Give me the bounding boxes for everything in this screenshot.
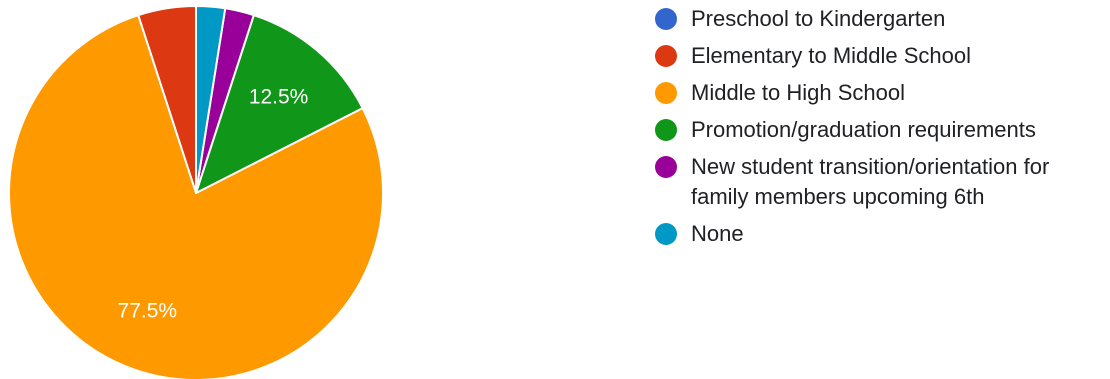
legend: Preschool to Kindergarten Elementary to … (654, 4, 1104, 256)
legend-swatch-none (655, 223, 677, 245)
legend-label: Elementary to Middle School (691, 43, 972, 68)
legend-item-preschool-to-kindergarten[interactable]: Preschool to Kindergarten (654, 4, 1104, 34)
legend-label: New student transition/orientation for f… (691, 154, 1050, 209)
legend-item-none[interactable]: None (654, 219, 1104, 249)
data-label-promotion-graduation-requirements: 12.5% (249, 85, 309, 108)
legend-swatch-elementary-to-middle-school (655, 45, 677, 67)
legend-label: Preschool to Kindergarten (691, 6, 946, 31)
legend-swatch-promotion-graduation-requirements (655, 119, 677, 141)
legend-label: Middle to High School (691, 80, 906, 105)
pie-slice-promotion-graduation-requirements[interactable] (195, 14, 364, 194)
legend-swatch-middle-to-high-school (655, 82, 677, 104)
legend-label: None (691, 221, 744, 246)
data-label-middle-to-high-school: 77.5% (118, 300, 178, 323)
legend-item-middle-to-high-school[interactable]: Middle to High School (654, 78, 1104, 108)
legend-swatch-new-student-transition (655, 156, 677, 178)
legend-item-elementary-to-middle-school[interactable]: Elementary to Middle School (654, 41, 1104, 71)
pie-slice-none[interactable] (195, 5, 227, 194)
legend-item-new-student-transition[interactable]: New student transition/orientation for f… (654, 152, 1104, 212)
pie-slice-middle-to-high-school[interactable] (8, 14, 384, 379)
legend-label: Promotion/graduation requirements (691, 117, 1036, 142)
legend-item-promotion-graduation-requirements[interactable]: Promotion/graduation requirements (654, 115, 1104, 145)
legend-swatch-preschool-to-kindergarten (655, 8, 677, 30)
